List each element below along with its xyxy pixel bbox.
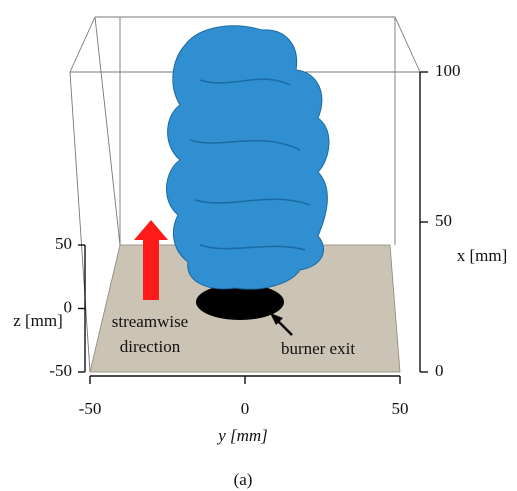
y-tick-label: 50 bbox=[392, 399, 409, 418]
burner-exit bbox=[196, 284, 284, 320]
y-axis-label: y [mm] bbox=[216, 426, 268, 445]
box-edge bbox=[69, 71, 91, 373]
y-tick-label: 0 bbox=[241, 399, 250, 418]
annotation: direction bbox=[120, 337, 181, 356]
caption: (a) bbox=[234, 470, 253, 489]
z-tick-label: 0 bbox=[64, 297, 73, 316]
streamwise-arrow bbox=[134, 220, 168, 300]
x-axis-label: x [mm] bbox=[457, 246, 508, 265]
box-edge bbox=[394, 16, 421, 73]
y-tick-label: -50 bbox=[79, 399, 102, 418]
x-tick-label: 100 bbox=[435, 61, 461, 80]
annotation: streamwise bbox=[112, 312, 188, 331]
box-edge bbox=[94, 16, 121, 246]
flame-isosurface bbox=[165, 25, 330, 290]
z-tick-label: -50 bbox=[49, 361, 72, 380]
x-tick-label: 0 bbox=[435, 361, 444, 380]
x-tick-label: 50 bbox=[435, 211, 452, 230]
ticks: -50 0 50 -50 0 50 0 50 100 bbox=[49, 61, 460, 418]
z-tick-label: 50 bbox=[55, 234, 72, 253]
burner-arrow-head bbox=[270, 313, 283, 325]
z-axis-label: z [mm] bbox=[13, 311, 63, 330]
annotation: burner exit bbox=[281, 339, 355, 358]
flame-shading bbox=[189, 78, 311, 251]
box-edge bbox=[69, 16, 96, 73]
